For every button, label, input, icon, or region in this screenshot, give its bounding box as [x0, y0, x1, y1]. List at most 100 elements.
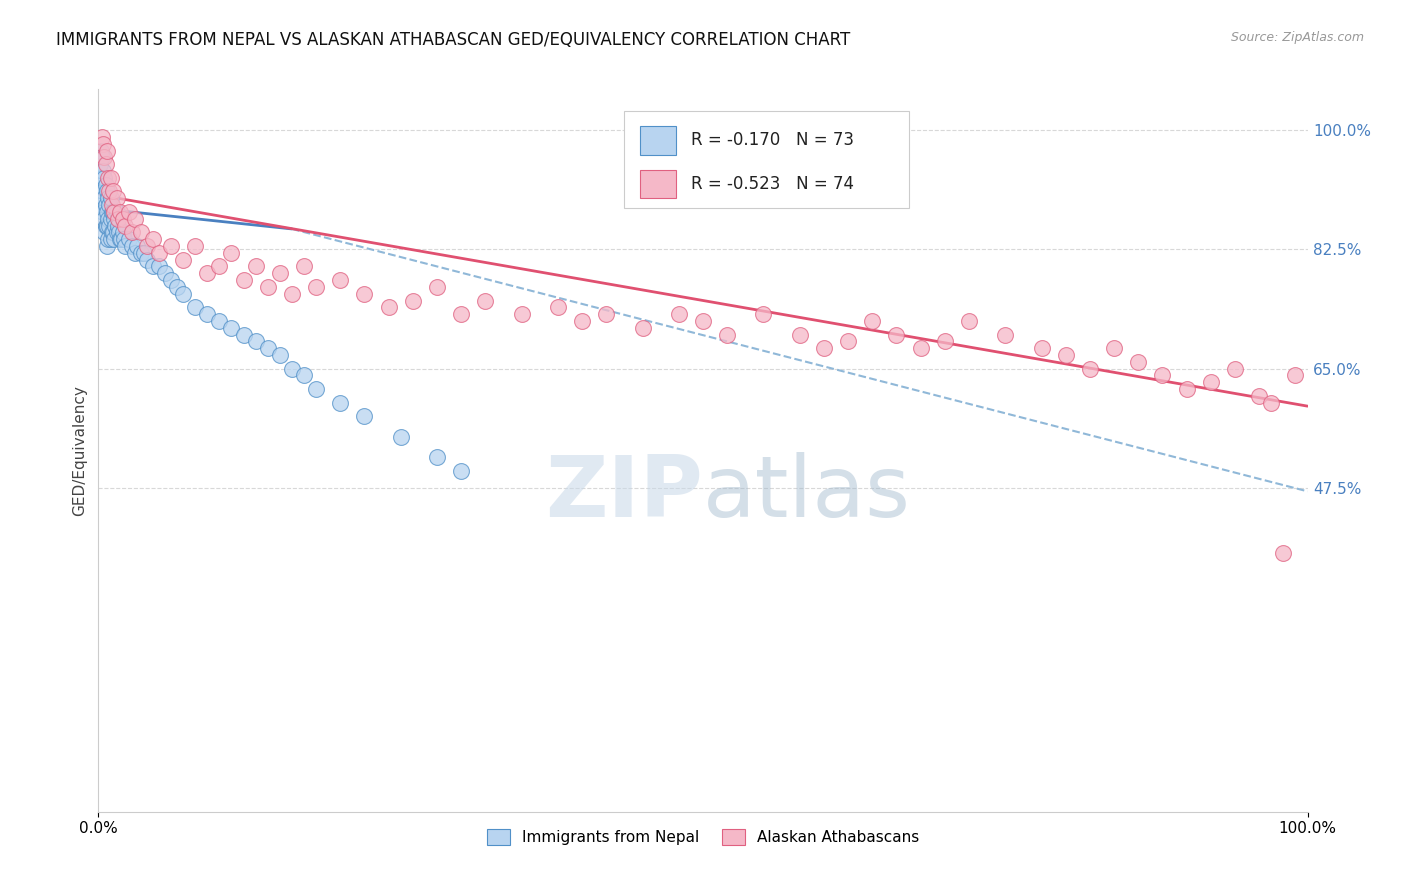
Point	[96, 239, 118, 253]
Point	[93, 191, 115, 205]
Point	[184, 301, 207, 315]
Point	[305, 280, 328, 294]
Point	[100, 205, 122, 219]
Point	[118, 232, 141, 246]
Point	[221, 320, 243, 334]
Point	[292, 260, 315, 274]
Point	[281, 286, 304, 301]
Point	[100, 191, 122, 205]
Point	[91, 178, 114, 192]
Point	[153, 266, 176, 280]
Point	[353, 409, 375, 424]
Point	[111, 211, 134, 226]
Point	[148, 260, 170, 274]
Point	[97, 211, 120, 226]
Point	[111, 225, 134, 239]
Point	[1249, 389, 1271, 403]
Point	[789, 327, 811, 342]
Point	[135, 239, 157, 253]
Point	[1054, 348, 1077, 362]
Point	[98, 198, 121, 212]
Point	[1175, 382, 1198, 396]
Point	[124, 211, 146, 226]
Point	[93, 211, 115, 226]
Point	[208, 260, 231, 274]
Point	[101, 225, 124, 239]
Point	[108, 205, 131, 219]
Point	[208, 314, 231, 328]
Point	[957, 314, 980, 328]
Point	[450, 307, 472, 321]
Point	[1152, 368, 1174, 383]
Point	[97, 170, 120, 185]
Point	[1199, 376, 1222, 390]
Point	[94, 157, 117, 171]
Point	[96, 144, 118, 158]
Point	[245, 260, 267, 274]
Point	[104, 219, 127, 233]
Point	[97, 191, 120, 205]
Point	[195, 266, 218, 280]
Point	[1272, 546, 1295, 560]
Point	[752, 307, 775, 321]
Point	[105, 225, 128, 239]
Point	[510, 307, 533, 321]
Point	[256, 341, 278, 355]
Point	[994, 327, 1017, 342]
Point	[692, 314, 714, 328]
Point	[292, 368, 315, 383]
Point	[93, 225, 115, 239]
Point	[329, 273, 352, 287]
Point	[1223, 361, 1246, 376]
Point	[142, 260, 165, 274]
Point	[426, 450, 449, 465]
Point	[129, 225, 152, 239]
Point	[160, 273, 183, 287]
Point	[195, 307, 218, 321]
Point	[108, 225, 131, 239]
Point	[256, 280, 278, 294]
Point	[172, 252, 194, 267]
Point	[89, 157, 111, 171]
Text: Source: ZipAtlas.com: Source: ZipAtlas.com	[1230, 31, 1364, 45]
Point	[135, 252, 157, 267]
Point	[110, 232, 132, 246]
Point	[105, 191, 128, 205]
Point	[91, 129, 114, 144]
Point	[1284, 368, 1306, 383]
Point	[1260, 396, 1282, 410]
Point	[91, 205, 114, 219]
Bar	[640, 169, 676, 199]
Point	[100, 232, 122, 246]
Bar	[640, 126, 676, 154]
Point	[91, 185, 114, 199]
Point	[860, 314, 883, 328]
FancyBboxPatch shape	[624, 111, 908, 209]
Point	[281, 361, 304, 376]
Point	[101, 185, 124, 199]
Point	[98, 185, 121, 199]
Point	[160, 239, 183, 253]
Text: IMMIGRANTS FROM NEPAL VS ALASKAN ATHABASCAN GED/EQUIVALENCY CORRELATION CHART: IMMIGRANTS FROM NEPAL VS ALASKAN ATHABAS…	[56, 31, 851, 49]
Point	[389, 430, 412, 444]
Point	[402, 293, 425, 308]
Point	[1031, 341, 1053, 355]
Text: atlas: atlas	[703, 452, 911, 535]
Point	[129, 245, 152, 260]
Point	[114, 239, 136, 253]
Point	[934, 334, 956, 349]
Point	[103, 205, 125, 219]
Point	[100, 225, 122, 239]
Point	[94, 219, 117, 233]
Point	[910, 341, 932, 355]
Point	[232, 327, 254, 342]
Point	[97, 232, 120, 246]
Point	[305, 382, 328, 396]
Point	[93, 170, 115, 185]
Point	[837, 334, 859, 349]
Point	[474, 293, 496, 308]
Point	[166, 280, 188, 294]
Point	[96, 219, 118, 233]
Point	[96, 185, 118, 199]
Point	[98, 219, 121, 233]
